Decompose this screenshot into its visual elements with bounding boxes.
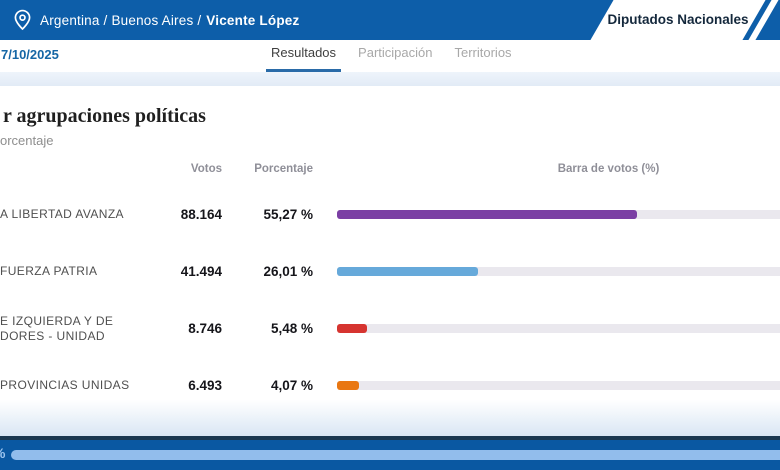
column-header-porcentaje: Porcentaje <box>254 163 313 175</box>
percentage-value: 4,07 % <box>270 378 313 393</box>
party-name-line: FUERZA PATRIA <box>0 264 98 278</box>
percentage-value: 26,01 % <box>263 264 313 279</box>
tab-territorios[interactable]: Territorios <box>454 45 512 60</box>
party-name-line: A LIBERTAD AVANZA <box>0 207 124 221</box>
sub-header: 7/10/2025 Resultados Participación Terri… <box>0 40 780 72</box>
tab-participacion[interactable]: Participación <box>358 45 433 60</box>
page-subtitle: orcentaje <box>0 133 54 148</box>
vote-bar-fill <box>337 381 360 390</box>
breadcrumb-current-location: Vicente López <box>206 12 300 28</box>
vote-bar-track <box>337 381 780 390</box>
table-row: A LIBERTAD AVANZA 88.164 55,27 % <box>0 186 780 243</box>
percentage-value: 55,27 % <box>263 207 313 222</box>
votes-value: 88.164 <box>180 207 222 222</box>
tab-resultados[interactable]: Resultados <box>266 40 342 72</box>
party-name: FUERZA PATRIA <box>0 243 175 300</box>
party-name: PROVINCIAS UNIDAS <box>0 357 175 414</box>
vote-bar-track <box>337 324 780 333</box>
page-title: r agrupaciones políticas <box>3 105 206 127</box>
percentage-value: 5,48 % <box>270 321 313 336</box>
footer-top-border <box>0 436 780 440</box>
party-name-line: DORES - UNIDAD <box>0 328 105 343</box>
location-pin-icon <box>14 9 31 31</box>
breadcrumb-path[interactable]: Argentina / Buenos Aires / <box>40 12 202 28</box>
vote-bar-fill <box>337 324 367 333</box>
section-tabs: Resultados Participación Territorios <box>266 40 517 72</box>
table-row: PROVINCIAS UNIDAS 6.493 4,07 % <box>0 357 780 414</box>
results-table-body: A LIBERTAD AVANZA 88.164 55,27 % FUERZA … <box>0 186 780 414</box>
vote-bar-track <box>337 267 780 276</box>
votes-value: 6.493 <box>188 378 222 393</box>
party-name-line: E IZQUIERDA Y DE <box>0 313 114 328</box>
bottom-fade-band <box>0 400 780 436</box>
footer-progress-bar-container: % <box>0 440 780 470</box>
results-table-header: Votos Porcentaje Barra de votos (%) <box>0 163 780 181</box>
votes-value: 8.746 <box>188 321 222 336</box>
results-date: 7/10/2025 <box>1 47 59 62</box>
table-row: E IZQUIERDA Y DE DORES - UNIDAD 8.746 5,… <box>0 300 780 357</box>
vote-bar-track <box>337 210 780 219</box>
top-navigation-bar: Argentina / Buenos Aires / Vicente López… <box>0 0 780 40</box>
header-divider-band <box>0 72 780 86</box>
party-name: A LIBERTAD AVANZA <box>0 186 175 243</box>
party-name-line: PROVINCIAS UNIDAS <box>0 378 130 392</box>
scrutiny-percent-label: % <box>0 445 5 461</box>
scrutiny-progress-bar <box>11 450 780 460</box>
table-row: FUERZA PATRIA 41.494 26,01 % <box>0 243 780 300</box>
breadcrumb[interactable]: Argentina / Buenos Aires / Vicente López <box>40 0 299 40</box>
votes-value: 41.494 <box>180 264 222 279</box>
column-header-votos: Votos <box>190 163 222 175</box>
party-name: E IZQUIERDA Y DE DORES - UNIDAD <box>0 300 175 357</box>
vote-bar-fill <box>337 210 638 219</box>
vote-bar-fill <box>337 267 479 276</box>
column-header-barra-de-votos: Barra de votos (%) <box>557 163 660 175</box>
category-tab-diputados-nacionales[interactable]: Diputados Nacionales <box>607 12 749 27</box>
